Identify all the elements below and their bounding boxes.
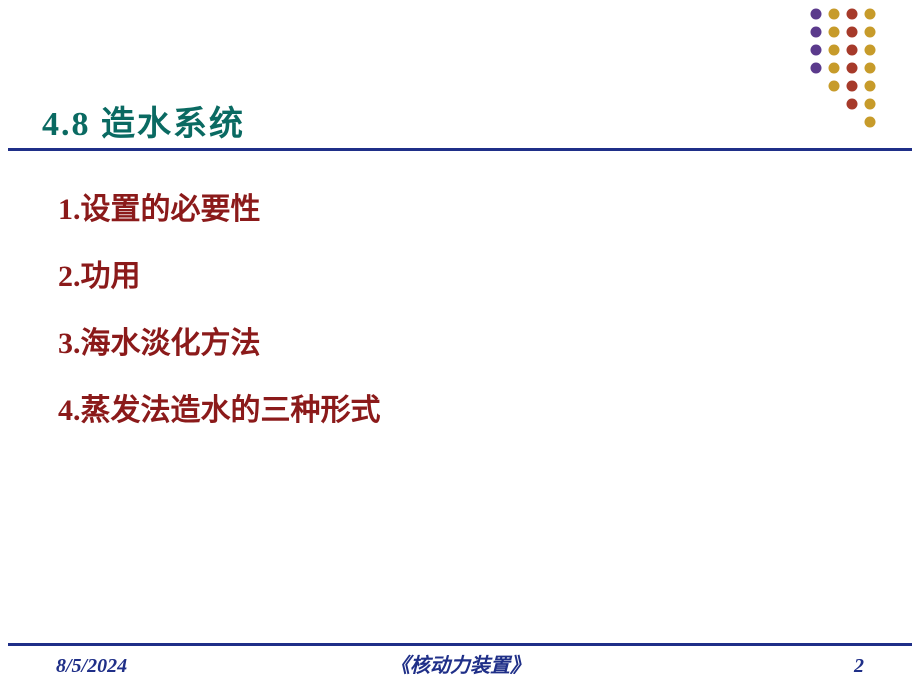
footer-rule [8, 643, 912, 646]
outline-item: 2.功用 [58, 245, 381, 308]
section-title: 4.8 造水系统 [42, 96, 245, 145]
outline-item: 3.海水淡化方法 [58, 312, 381, 375]
title-underline [8, 148, 912, 151]
footer-center: 《核动力装置》 [0, 649, 920, 678]
slide: 4.8 造水系统 1.设置的必要性2.功用3.海水淡化方法4.蒸发法造水的三种形… [0, 0, 920, 690]
footer-page-number: 2 [854, 655, 864, 678]
outline-item: 4.蒸发法造水的三种形式 [58, 379, 381, 442]
corner-dots-decoration [808, 6, 890, 142]
outline-item: 1.设置的必要性 [58, 178, 381, 241]
footer: 8/5/2024 《核动力装置》 2 [0, 650, 920, 678]
outline-list: 1.设置的必要性2.功用3.海水淡化方法4.蒸发法造水的三种形式 [58, 178, 381, 446]
title-text: 4.8 造水系统 [42, 106, 245, 143]
